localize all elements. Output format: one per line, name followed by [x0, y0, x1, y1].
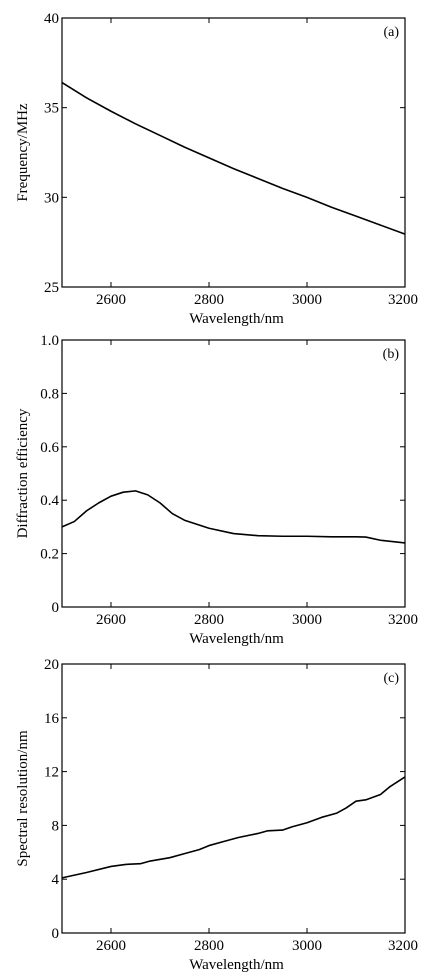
x-axis-label: Wavelength/nm [189, 631, 284, 647]
series-line-1 [61, 81, 406, 235]
y-tick-label: 20 [44, 657, 59, 673]
x-tick-label: 2800 [194, 292, 224, 308]
x-tick-label: 2800 [194, 612, 224, 628]
x-tick-label: 2600 [96, 612, 126, 628]
y-tick-label: 0 [52, 600, 60, 616]
y-tick-label: 4 [52, 872, 60, 888]
plot-frame [61, 17, 406, 288]
chart-panel-2: 2600 2800 3000 3200 0 0.2 0.4 0.6 0.8 1.0 Waveleng… [15, 333, 418, 647]
panel-label: (c) [383, 671, 399, 686]
x-tick-label: 2600 [96, 292, 126, 308]
x-tick-label: 3200 [388, 612, 418, 628]
y-axis-label: Diffraction efficiency [15, 408, 31, 538]
y-tick-label: 40 [44, 11, 59, 27]
y-tick-label: 0.8 [40, 386, 59, 402]
y-tick-label: 1.0 [40, 333, 59, 349]
panel-label: (b) [383, 347, 400, 362]
y-tick-label: 0.4 [40, 493, 59, 509]
y-tick-label: 30 [44, 190, 59, 206]
x-axis-label: Wavelength/nm [189, 957, 284, 973]
y-tick-label: 12 [44, 765, 59, 781]
y-tick-label: 25 [44, 280, 59, 296]
x-axis-label: Wavelength/nm [189, 311, 284, 327]
series-line-1 [61, 776, 406, 879]
chart-panel-1: 2600 2800 3000 3200 25 30 35 40 Wavelength/nm Fre… [15, 11, 418, 327]
x-tick-label: 3200 [388, 292, 418, 308]
y-tick-label: 0.2 [40, 547, 59, 563]
x-tick-label: 3000 [292, 292, 322, 308]
x-tick-label: 3000 [292, 612, 322, 628]
plot-frame [61, 663, 406, 934]
y-tick-label: 35 [44, 101, 59, 117]
y-tick-label: 16 [44, 711, 60, 727]
y-tick-label: 0 [52, 926, 60, 942]
series-line-1 [61, 490, 406, 544]
y-axis-label: Spectral resolution/nm [15, 730, 31, 867]
x-tick-label: 3000 [292, 938, 322, 954]
chart-panel-3: 2600 2800 3000 3200 0 4 8 12 16 20 Wavelength/nm Sp… [15, 657, 418, 973]
plot-frame [61, 339, 406, 608]
y-axis-label: Frequency/MHz [15, 103, 31, 202]
x-tick-label: 2800 [194, 938, 224, 954]
panel-label: (a) [383, 25, 399, 40]
x-tick-label: 3200 [388, 938, 418, 954]
x-tick-label: 2600 [96, 938, 126, 954]
y-tick-label: 0.6 [40, 440, 59, 456]
y-tick-label: 8 [52, 818, 60, 834]
